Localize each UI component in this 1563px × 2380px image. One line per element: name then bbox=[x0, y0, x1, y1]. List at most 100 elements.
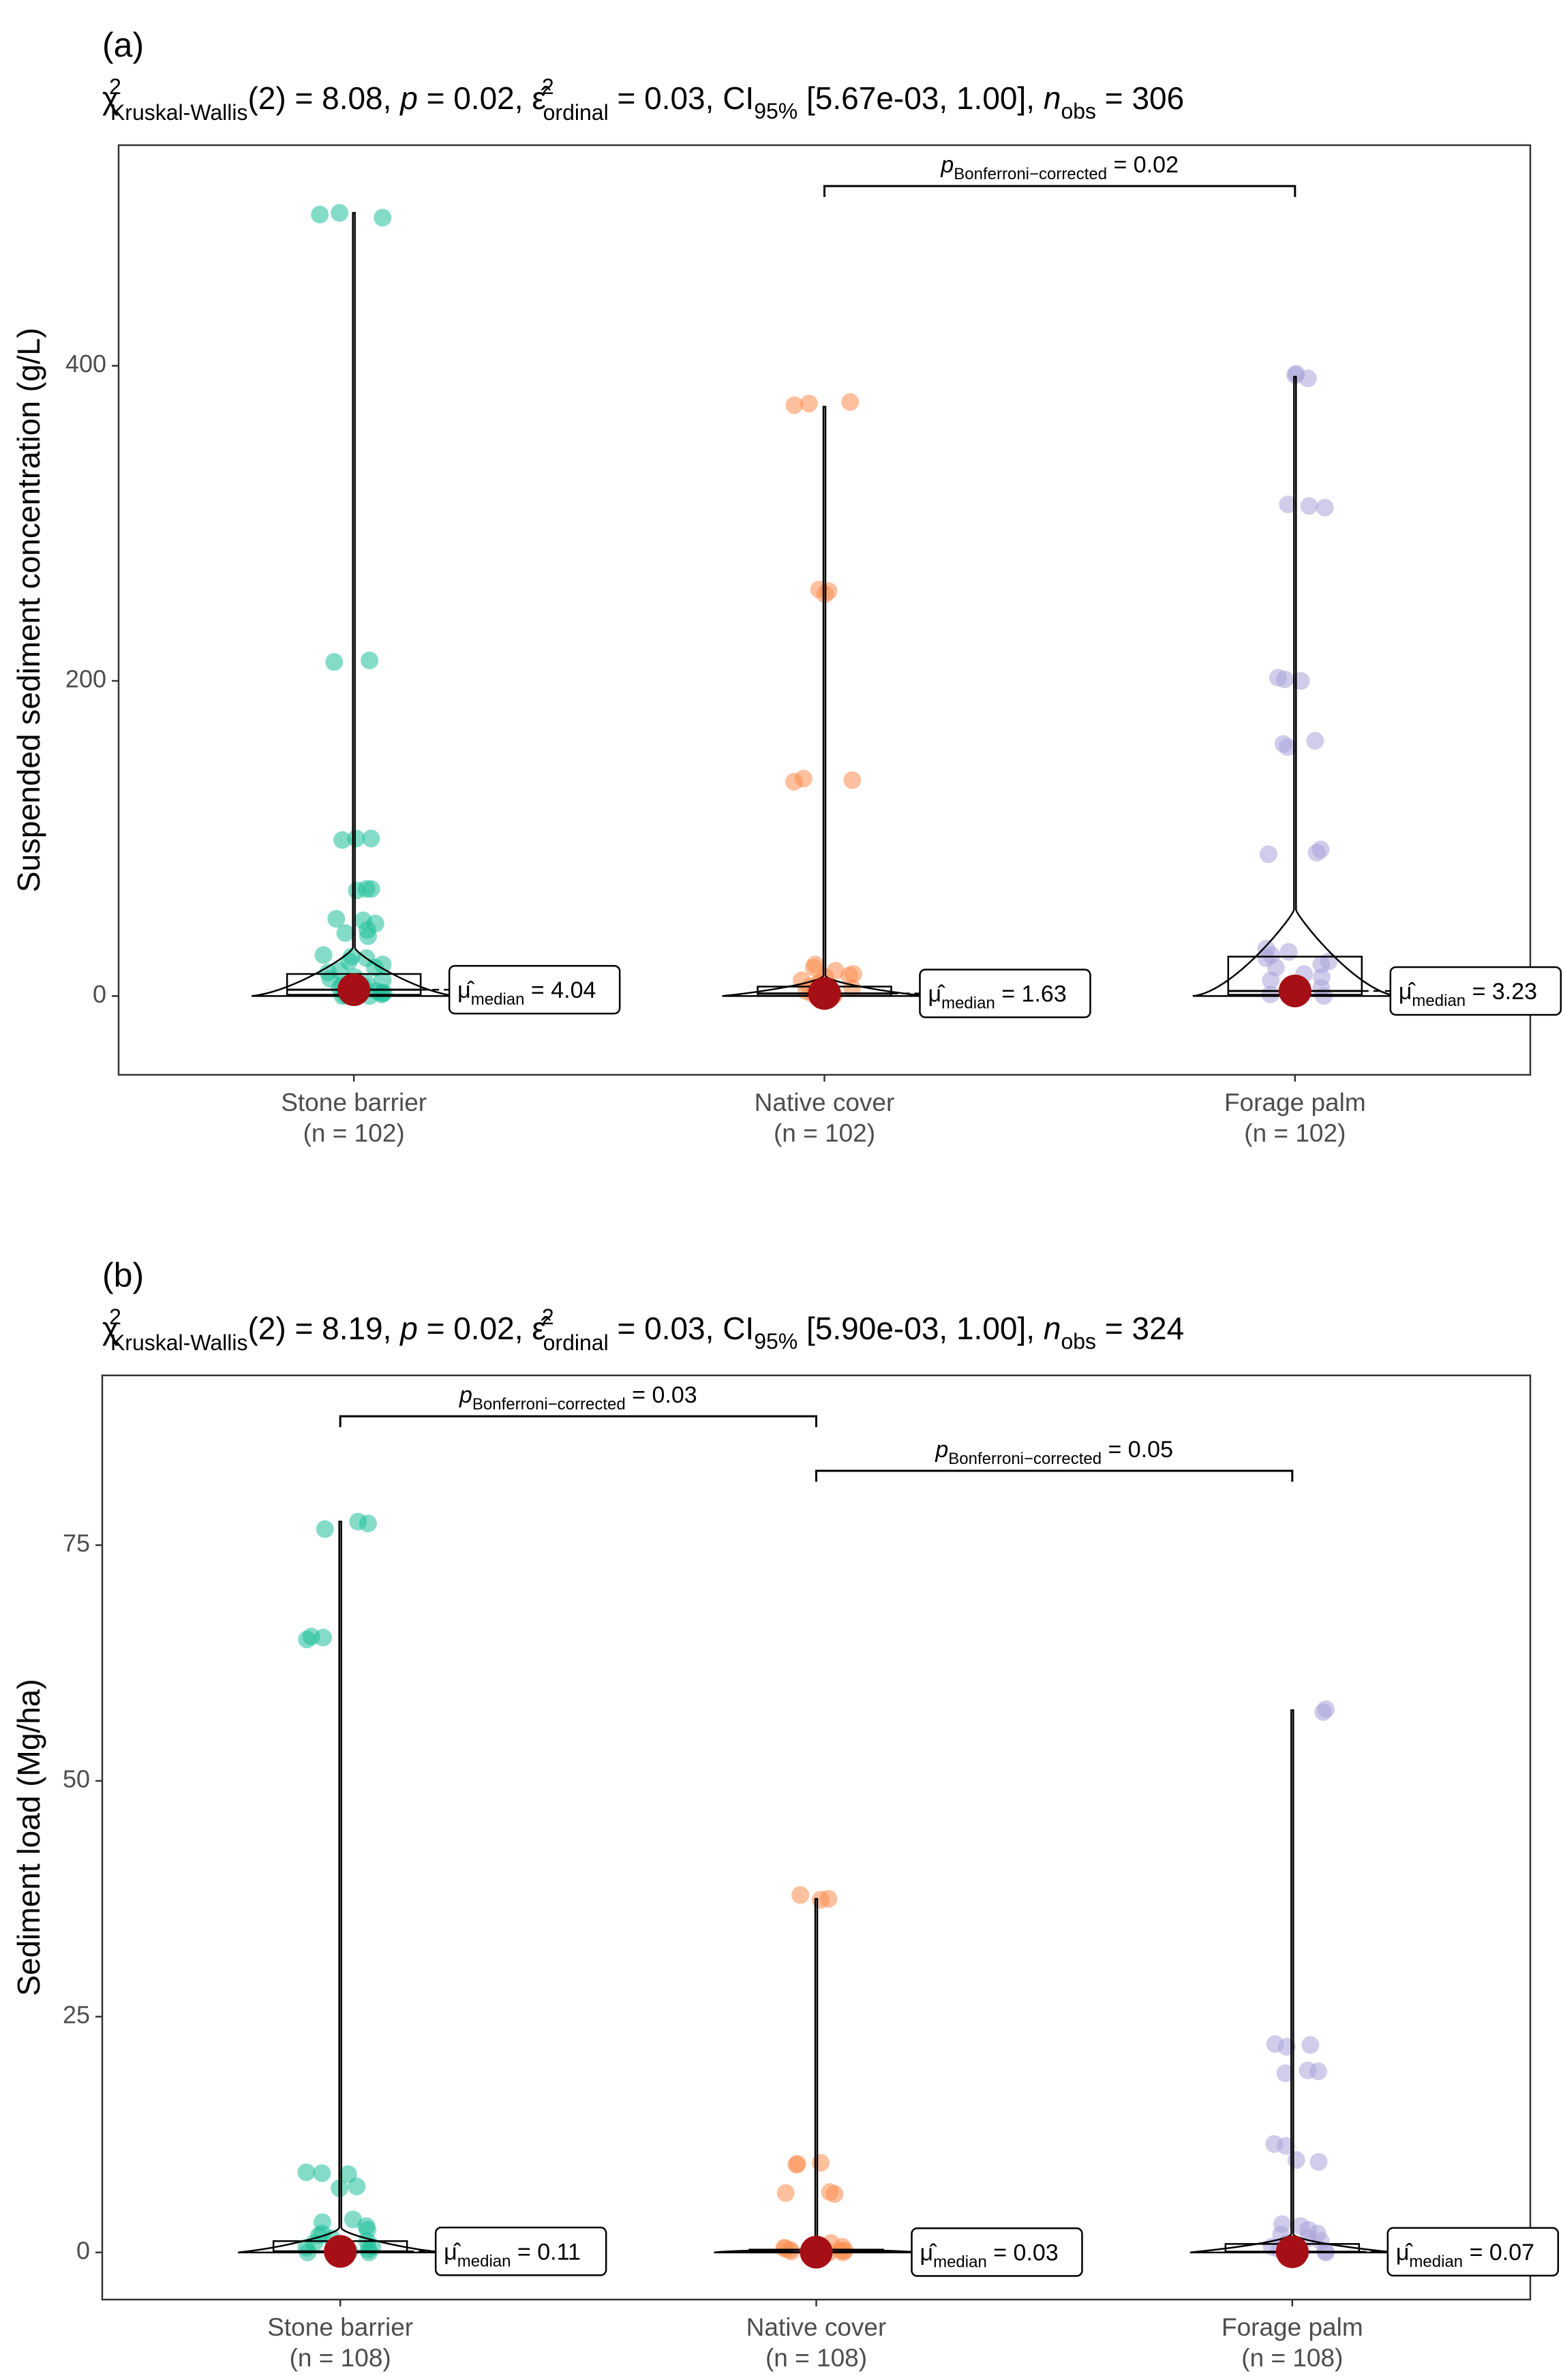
group-stone-barrier: Stone barrier (n = 102) μ̂median = 4.04 bbox=[252, 204, 621, 1147]
data-point bbox=[1287, 2151, 1305, 2169]
data-point bbox=[785, 772, 803, 791]
data-point bbox=[1276, 2064, 1294, 2082]
comparison-bracket: pBonferroni−corrected = 0.05 bbox=[815, 1437, 1294, 1482]
data-point bbox=[357, 880, 376, 898]
data-point bbox=[325, 653, 344, 671]
bracket-line bbox=[339, 1415, 817, 1427]
group-native-cover: Native cover (n = 102) μ̂median = 1.63 bbox=[722, 393, 1091, 1147]
data-point bbox=[1301, 2036, 1320, 2054]
median-point bbox=[1278, 974, 1311, 1007]
group-forage-palm: Forage palm (n = 108) μ̂median = 0.07 bbox=[1189, 1700, 1560, 2372]
data-point bbox=[811, 2154, 830, 2172]
data-point bbox=[843, 771, 862, 789]
data-point bbox=[1314, 1703, 1333, 1721]
data-point bbox=[348, 2177, 366, 2195]
group-forage-palm: Forage palm (n = 102) μ̂median = 3.23 bbox=[1192, 365, 1562, 1147]
median-point bbox=[808, 977, 841, 1010]
y-tick-label: 0 bbox=[76, 2236, 90, 2264]
data-point bbox=[316, 1520, 334, 1538]
data-point bbox=[1300, 497, 1318, 515]
data-point bbox=[1316, 498, 1334, 517]
median-label: μ̂median = 0.07 bbox=[1396, 2240, 1534, 2271]
median-label-box bbox=[448, 964, 621, 1015]
data-point bbox=[361, 651, 379, 669]
stats-subtitle: χ2 Kruskal-Wallis(2) = 8.19, p = 0.02, ε̂… bbox=[102, 1305, 1184, 1355]
data-point bbox=[1306, 731, 1324, 750]
median-point bbox=[324, 2235, 357, 2268]
data-point bbox=[1312, 956, 1331, 974]
data-point bbox=[1309, 2152, 1328, 2171]
data-point bbox=[1259, 845, 1277, 864]
data-point bbox=[1266, 2035, 1284, 2054]
x-tick-label: Native cover bbox=[746, 2313, 887, 2341]
panel-label: (a) bbox=[102, 26, 144, 64]
median-label-box bbox=[434, 2227, 607, 2276]
x-tick-n-label: (n = 108) bbox=[1241, 2344, 1343, 2372]
data-point bbox=[362, 829, 380, 848]
data-point bbox=[347, 829, 365, 848]
median-label: μ̂median = 4.04 bbox=[457, 977, 596, 1009]
median-label: μ̂median = 3.23 bbox=[1399, 979, 1537, 1010]
data-point bbox=[327, 910, 346, 928]
bracket-line bbox=[815, 1469, 1294, 1482]
data-point bbox=[309, 2226, 328, 2244]
data-point bbox=[358, 921, 376, 939]
median-label-box bbox=[919, 968, 1091, 1018]
data-point bbox=[819, 1889, 838, 1908]
median-label-box bbox=[1386, 2227, 1560, 2277]
data-point bbox=[1277, 2137, 1295, 2155]
data-point bbox=[841, 393, 860, 411]
data-point bbox=[331, 204, 349, 222]
data-point bbox=[359, 2221, 377, 2239]
data-point bbox=[340, 952, 359, 971]
group-stone-barrier: Stone barrier (n = 108) μ̂median = 0.11 bbox=[238, 1512, 607, 2372]
data-point bbox=[333, 831, 352, 849]
data-point bbox=[1279, 495, 1297, 514]
x-tick-n-label: (n = 102) bbox=[774, 1119, 875, 1147]
data-point bbox=[344, 2210, 362, 2229]
data-point bbox=[1279, 943, 1298, 961]
x-tick-n-label: (n = 108) bbox=[290, 2344, 391, 2372]
y-axis-label: Suspended sediment concentration (g/L) bbox=[11, 328, 46, 893]
y-tick-label: 0 bbox=[93, 980, 106, 1008]
panel-b: (b) χ2 Kruskal-Wallis(2) = 8.19, p = 0.02,… bbox=[11, 1256, 1560, 2372]
group-native-cover: Native cover (n = 108) μ̂median = 0.03 bbox=[714, 1886, 1083, 2372]
data-point bbox=[776, 2184, 795, 2202]
median-point bbox=[1275, 2235, 1309, 2268]
x-tick-label: Forage palm bbox=[1221, 2313, 1363, 2341]
bracket-label: pBonferroni−corrected = 0.02 bbox=[940, 152, 1179, 183]
panel-a: (a) χ2 Kruskal-Wallis(2) = 8.08, p = 0.02,… bbox=[11, 26, 1562, 1147]
data-point bbox=[800, 395, 818, 413]
data-point bbox=[840, 966, 858, 985]
x-tick-n-label: (n = 108) bbox=[765, 2344, 867, 2372]
x-tick-label: Forage palm bbox=[1224, 1088, 1366, 1116]
y-tick-label: 50 bbox=[63, 1765, 90, 1792]
data-point bbox=[374, 209, 392, 227]
median-label-box bbox=[911, 2227, 1083, 2277]
data-point bbox=[311, 205, 329, 224]
data-point bbox=[365, 958, 384, 977]
data-point bbox=[1275, 670, 1294, 688]
data-point bbox=[349, 1512, 367, 1531]
bracket-label: pBonferroni−corrected = 0.05 bbox=[935, 1437, 1173, 1468]
x-tick-label: Stone barrier bbox=[267, 2313, 413, 2341]
data-point bbox=[302, 1628, 320, 1646]
bracket-label: pBonferroni−corrected = 0.03 bbox=[459, 1382, 697, 1414]
x-tick-label: Stone barrier bbox=[281, 1088, 427, 1116]
data-point bbox=[313, 2164, 331, 2182]
data-point bbox=[1299, 369, 1317, 388]
median-point bbox=[337, 973, 371, 1007]
x-tick-label: Native cover bbox=[755, 1088, 895, 1116]
median-label-box bbox=[1389, 966, 1562, 1016]
median-label: μ̂median = 1.63 bbox=[928, 981, 1067, 1013]
x-tick-n-label: (n = 102) bbox=[1244, 1119, 1346, 1147]
y-tick-label: 400 bbox=[65, 350, 106, 378]
x-tick-n-label: (n = 102) bbox=[303, 1119, 405, 1147]
data-point bbox=[297, 2163, 316, 2182]
data-point bbox=[821, 2183, 839, 2201]
median-point bbox=[800, 2236, 833, 2269]
data-point bbox=[1312, 968, 1331, 986]
median-label: μ̂median = 0.11 bbox=[444, 2239, 581, 2270]
data-point bbox=[314, 946, 333, 964]
